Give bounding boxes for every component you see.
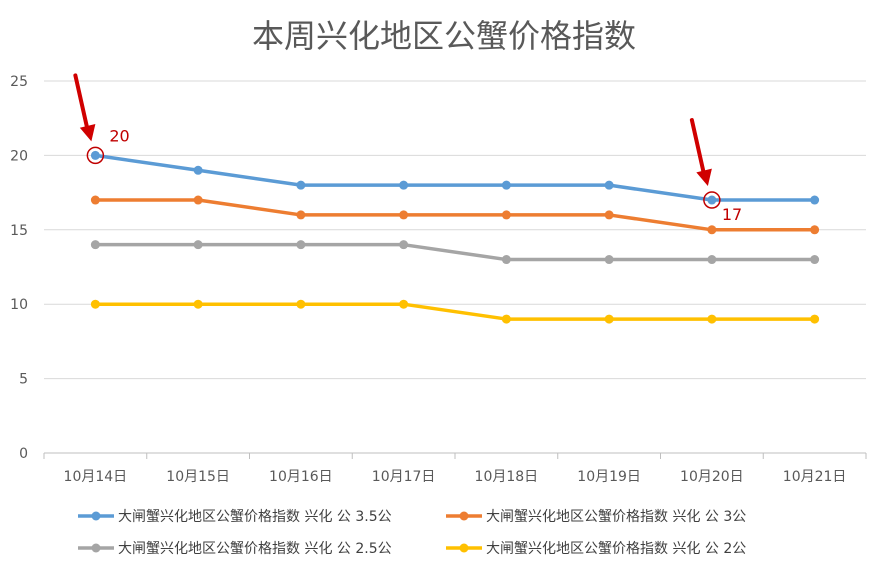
series-3 [90,299,820,324]
series-0 [90,150,820,205]
legend-label: 大闸蟹兴化地区公蟹价格指数 兴化 公 3公 [486,509,746,525]
legend-item-1: 大闸蟹兴化地区公蟹价格指数 兴化 公 3公 [446,509,746,525]
highlight-circle [703,191,721,209]
y-tick-label: 20 [10,148,28,164]
legend-item-2: 大闸蟹兴化地区公蟹价格指数 兴化 公 2.5公 [78,541,392,557]
legend-item-0: 大闸蟹兴化地区公蟹价格指数 兴化 公 3.5公 [78,509,392,525]
highlight-circle [86,146,105,165]
data-point [90,240,100,250]
series-2 [90,240,820,265]
x-tick-label: 10月17日 [372,469,436,485]
data-point [399,210,409,220]
arrow-shaft [689,118,707,181]
legend-label: 大闸蟹兴化地区公蟹价格指数 兴化 公 2公 [486,541,746,557]
x-tick-label: 10月15日 [166,469,230,485]
legend-label: 大闸蟹兴化地区公蟹价格指数 兴化 公 2.5公 [118,541,392,557]
series-1 [90,195,820,235]
data-point [296,240,306,250]
data-point [399,180,409,190]
arrow-head [79,123,96,142]
data-point [193,299,203,309]
data-point [604,210,614,220]
y-tick-label: 15 [10,223,28,239]
data-point [193,165,203,175]
x-tick-label: 10月21日 [783,469,847,485]
series-line [95,198,815,232]
data-point [707,225,717,235]
annotation-1: 17 [689,118,742,224]
annotation-label: 17 [722,205,742,224]
data-point [501,210,511,220]
annotation-label: 20 [109,126,129,145]
series-layer [90,150,820,324]
y-axis-ticks: 0 5 10 15 20 25 [10,74,28,462]
data-point [193,240,203,250]
legend: 大闸蟹兴化地区公蟹价格指数 兴化 公 3.5公 大闸蟹兴化地区公蟹价格指数 兴化 … [78,509,746,557]
data-point [501,255,511,265]
legend-item-3: 大闸蟹兴化地区公蟹价格指数 兴化 公 2公 [446,541,746,557]
gridlines [44,80,866,454]
data-point [810,314,820,324]
y-tick-label: 0 [19,446,28,462]
legend-swatch-marker [91,511,101,521]
data-point [707,195,717,205]
series-line [95,153,815,202]
legend-label: 大闸蟹兴化地区公蟹价格指数 兴化 公 3.5公 [118,509,392,525]
legend-swatch-marker [459,543,469,553]
x-tick-label: 10月14日 [64,469,128,485]
data-point [193,195,203,205]
data-point [399,240,409,250]
arrow-shaft [73,73,91,136]
x-tick-label: 10月19日 [577,469,641,485]
y-tick-label: 5 [19,372,28,388]
data-point [604,180,614,190]
chart-title: 本周兴化地区公蟹价格指数 [252,17,636,55]
data-point [296,180,306,190]
data-point [90,150,100,160]
x-tick-label: 10月16日 [269,469,333,485]
x-tick-label: 10月18日 [475,469,539,485]
annotation-0: 20 [73,73,130,165]
x-axis: 10月14日 10月15日 10月16日 10月17日 10月18日 10月19日 10月2… [43,453,867,485]
data-point [707,314,717,324]
y-tick-label: 25 [10,74,28,90]
data-point [296,299,306,309]
legend-swatch-marker [91,543,101,553]
data-point [604,255,614,265]
data-point [296,210,306,220]
data-point [90,195,100,205]
x-tick-label: 10月20日 [680,469,744,485]
data-point [501,180,511,190]
y-tick-label: 10 [10,297,28,313]
series-line [95,242,815,262]
data-point [707,255,717,265]
data-point [501,314,511,324]
data-point [90,299,100,309]
data-point [810,255,820,265]
data-point [604,314,614,324]
data-point [810,225,820,235]
legend-swatch-marker [459,511,469,521]
data-point [810,195,820,205]
data-point [399,299,409,309]
arrow-head [696,168,712,187]
series-line [95,302,815,321]
